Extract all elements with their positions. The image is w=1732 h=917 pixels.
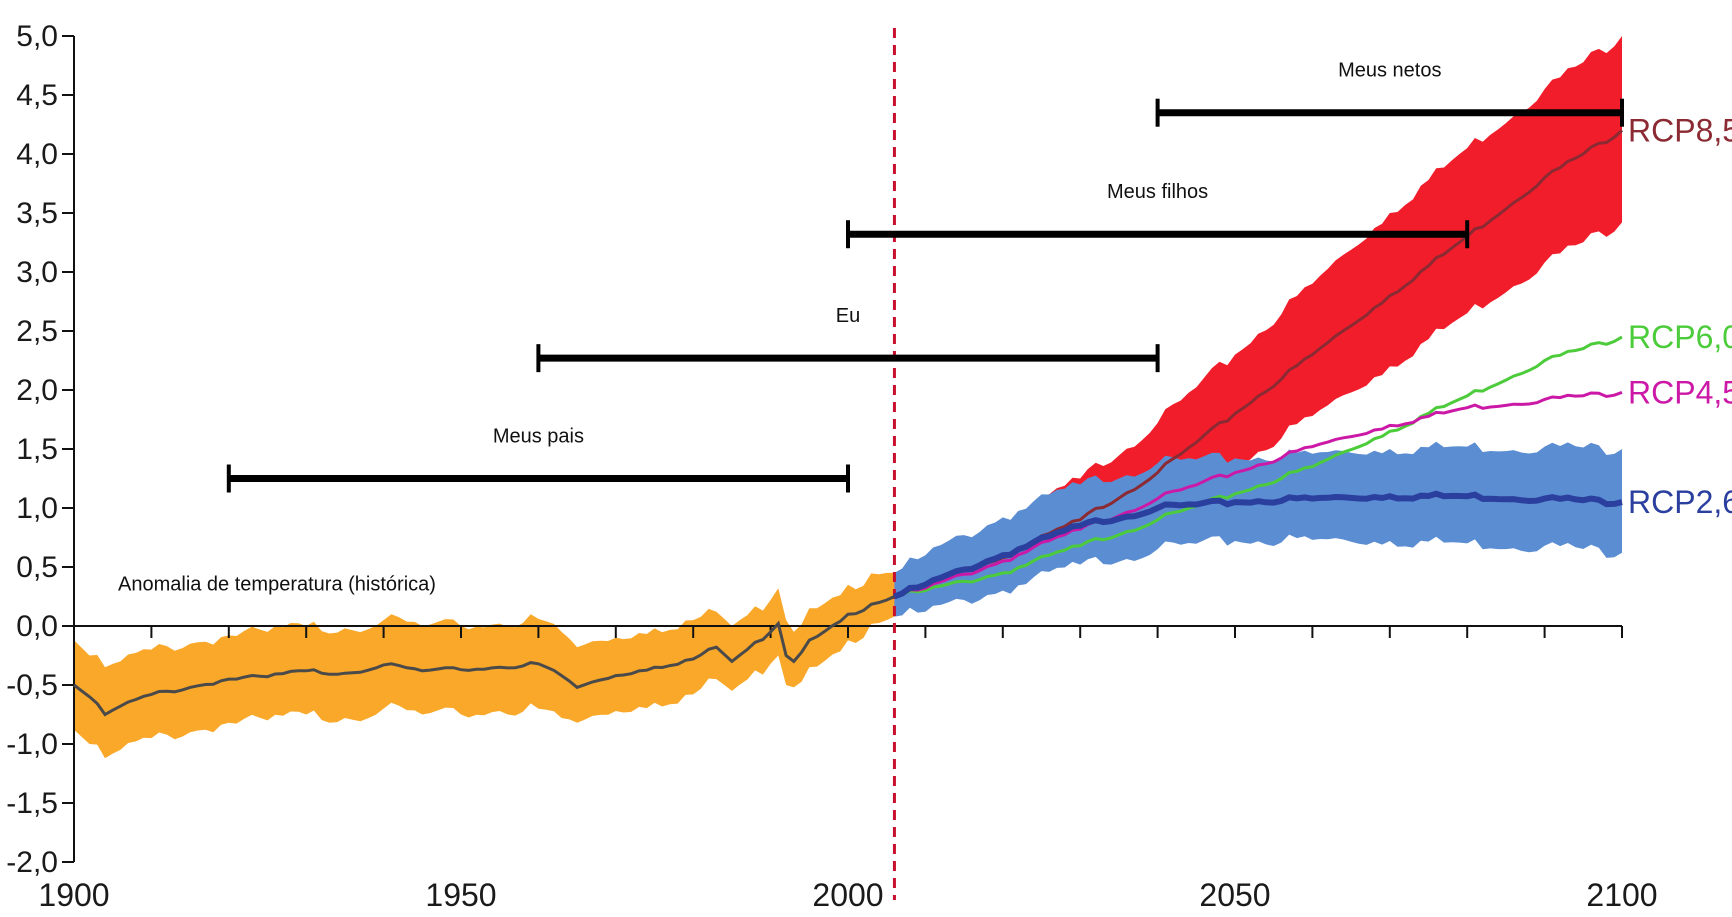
y-tick-label: 3,0: [16, 256, 58, 289]
generation-bar-meus-filhos: Meus filhos: [846, 181, 1470, 249]
y-tick-label: 1,5: [16, 433, 58, 466]
x-tick-label: 1950: [425, 877, 496, 913]
x-tick-label: 2000: [812, 877, 883, 913]
y-tick-label: 1,0: [16, 492, 58, 525]
rcp85-label: RCP8,5: [1628, 112, 1732, 148]
generation-bar-label: Meus pais: [493, 426, 584, 448]
x-tick-label: 2100: [1586, 877, 1657, 913]
rcp45-label: RCP4,5: [1628, 374, 1732, 410]
y-tick-label: 4,5: [16, 79, 58, 112]
generation-bar-label: Meus filhos: [1107, 181, 1208, 203]
y-tick-label: 2,0: [16, 374, 58, 407]
y-tick-label: -1,0: [6, 728, 58, 761]
text-labels: RCP8,5 RCP6,0 RCP4,5 RCP2,6 Anomalia de temp…: [118, 112, 1732, 595]
generation-bar-meus-pais: Meus pais: [226, 426, 850, 493]
generation-bar-eu: Eu: [536, 305, 1160, 373]
y-tick-label: 3,5: [16, 197, 58, 230]
rcp60-label: RCP6,0: [1628, 319, 1732, 355]
x-tick-label: 2050: [1199, 877, 1270, 913]
y-tick-label: 0,0: [16, 610, 58, 643]
rcp85-band: [894, 36, 1622, 617]
historical-band: [74, 572, 895, 759]
y-tick-label: -0,5: [6, 669, 58, 702]
rcp45-line: [894, 390, 1623, 598]
rcp26-label: RCP2,6: [1628, 484, 1732, 520]
y-tick-label: 4,0: [16, 138, 58, 171]
y-tick-label: 5,0: [16, 20, 58, 53]
y-tick-label: 0,5: [16, 551, 58, 584]
historical-line: [73, 595, 896, 717]
rcp26-band: [894, 441, 1622, 617]
axes: -2,0 -1,5 -1,0 -0,5 0,0 0,5 1,0 1,5 2,0 2,5 3,0 3,5…: [6, 20, 1657, 913]
generation-bar-label: Meus netos: [1338, 60, 1441, 82]
y-tick-label: 2,5: [16, 315, 58, 348]
generation-bar-meus-netos: Meus netos: [1155, 60, 1624, 127]
y-tick-label: -2,0: [6, 846, 58, 879]
historical-annotation: Anomalia de temperatura (histórica): [118, 574, 436, 596]
series-lines: [73, 129, 1624, 717]
rcp26-line: [893, 490, 1623, 600]
y-tick-label: -1,5: [6, 787, 58, 820]
rcp60-line: [894, 335, 1623, 598]
x-tick-label: 1900: [38, 877, 109, 913]
generation-bar-label: Eu: [836, 305, 860, 327]
uncertainty-bands: [74, 36, 1622, 759]
generation-bars: Meus pais Eu Meus filhos Meus netos: [226, 60, 1624, 493]
